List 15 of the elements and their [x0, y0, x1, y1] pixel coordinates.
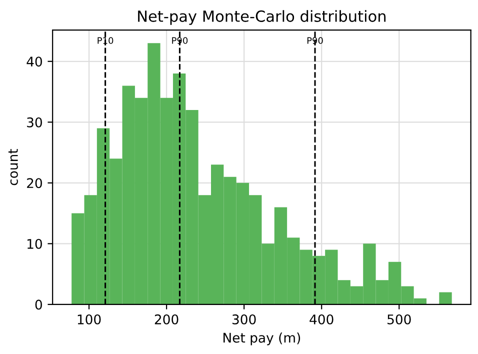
- ref-line-label: P90: [172, 37, 188, 44]
- y-axis-title: count: [8, 148, 18, 186]
- x-tick-label: 500: [388, 314, 411, 324]
- y-tick-label: 20: [27, 178, 42, 188]
- chart-title: Net-pay Monte-Carlo distribution: [138, 10, 386, 25]
- y-tick-label: 30: [27, 117, 42, 128]
- y-tick-label: 40: [26, 56, 42, 67]
- x-tick-label: 200: [154, 314, 178, 324]
- x-tick-label: 300: [232, 314, 256, 324]
- y-tick-label: 10: [28, 238, 42, 249]
- y-tick-label: 0: [35, 300, 42, 310]
- x-axis-title: Net pay (m): [224, 332, 300, 346]
- ref-line-label: P90: [307, 37, 323, 44]
- x-tick-label: 100: [78, 314, 101, 324]
- x-tick-label: 400: [310, 314, 334, 324]
